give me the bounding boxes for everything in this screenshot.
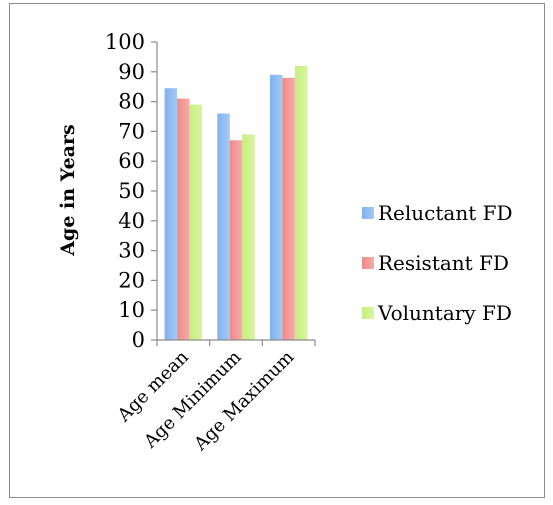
y-tick-label: 80 <box>118 90 145 114</box>
bar-voluntary-fd-age-maximum <box>294 65 308 341</box>
y-tick-label: 90 <box>118 60 145 84</box>
bar-resistant-fd-age-minimum <box>229 140 243 340</box>
bar-reluctant-fd-age-mean <box>164 88 178 340</box>
y-tick-label: 0 <box>132 328 145 352</box>
y-tick-label: 50 <box>118 179 145 203</box>
bar-reluctant-fd-age-minimum <box>217 113 230 340</box>
y-tick-label: 40 <box>118 209 145 233</box>
bar-voluntary-fd-age-mean <box>189 104 203 340</box>
legend-label: Voluntary FD <box>377 301 512 325</box>
legend-swatch-resistant-fd <box>362 257 374 269</box>
y-tick-label: 60 <box>118 149 145 173</box>
y-tick-label: 10 <box>118 298 145 322</box>
y-tick-label: 100 <box>105 30 145 54</box>
bar-resistant-fd-age-maximum <box>282 77 295 341</box>
legend-label: Reluctant FD <box>378 201 513 225</box>
y-tick-label: 70 <box>118 119 145 143</box>
y-tick-label: 30 <box>118 239 145 263</box>
bar-reluctant-fd-age-maximum <box>269 74 283 341</box>
bar-resistant-fd-age-mean <box>177 98 190 340</box>
y-tick-label: 20 <box>118 268 145 292</box>
legend-swatch-voluntary-fd <box>362 307 374 319</box>
bar-voluntary-fd-age-minimum <box>242 134 255 340</box>
legend-swatch-reluctant-fd <box>362 207 374 219</box>
legend-label: Resistant FD <box>378 251 509 275</box>
y-axis-title: Age in Years <box>57 124 79 256</box>
